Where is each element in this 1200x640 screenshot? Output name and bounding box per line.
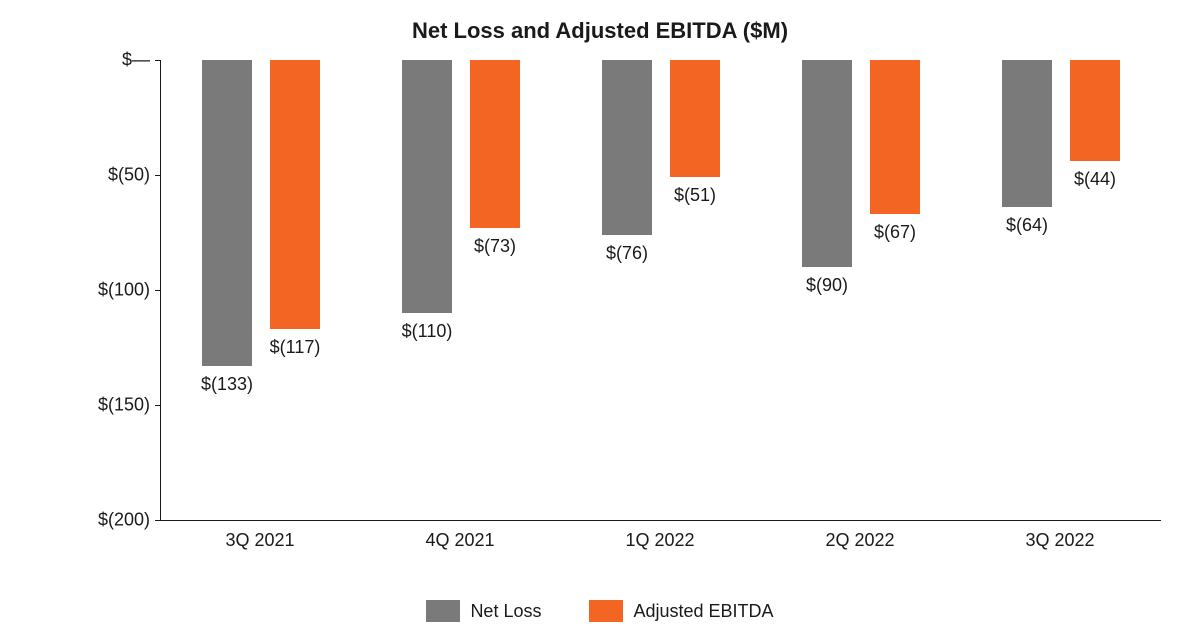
bar — [802, 60, 852, 267]
x-category-label: 3Q 2021 — [225, 530, 294, 551]
bar-value-label: $(67) — [874, 222, 916, 243]
legend-swatch-adjusted-ebitda — [589, 600, 623, 622]
plot-area: $(133) $(117) $(110) $(73) $(76) $(51) $(90) $(… — [160, 60, 1161, 521]
x-category-label: 4Q 2021 — [425, 530, 494, 551]
chart-title: Net Loss and Adjusted EBITDA ($M) — [0, 18, 1200, 44]
legend-item-net-loss: Net Loss — [426, 600, 541, 622]
bar-value-label: $(64) — [1006, 215, 1048, 236]
y-tick-label: $— — [50, 50, 150, 71]
bar — [602, 60, 652, 235]
bar — [1002, 60, 1052, 207]
bar — [1070, 60, 1120, 161]
legend: Net Loss Adjusted EBITDA — [0, 600, 1200, 622]
x-category-label: 2Q 2022 — [825, 530, 894, 551]
bar-value-label: $(76) — [606, 243, 648, 264]
legend-item-adjusted-ebitda: Adjusted EBITDA — [589, 600, 773, 622]
x-category-label: 1Q 2022 — [625, 530, 694, 551]
x-category-label: 3Q 2022 — [1025, 530, 1094, 551]
y-tick-label: $(50) — [50, 165, 150, 186]
bar — [270, 60, 320, 329]
bar — [470, 60, 520, 228]
legend-swatch-net-loss — [426, 600, 460, 622]
bar-value-label: $(90) — [806, 275, 848, 296]
legend-label-adjusted-ebitda: Adjusted EBITDA — [633, 601, 773, 622]
bar-value-label: $(117) — [270, 337, 321, 358]
bar — [402, 60, 452, 313]
y-tick-label: $(200) — [50, 510, 150, 531]
y-tick-label: $(150) — [50, 395, 150, 416]
y-tick-label: $(100) — [50, 280, 150, 301]
chart-container: Net Loss and Adjusted EBITDA ($M) $— $(50… — [0, 0, 1200, 640]
legend-label-net-loss: Net Loss — [470, 601, 541, 622]
bar-value-label: $(73) — [474, 236, 516, 257]
bar — [870, 60, 920, 214]
bar-value-label: $(133) — [201, 374, 253, 395]
bar — [202, 60, 252, 366]
bar — [670, 60, 720, 177]
bar-value-label: $(110) — [402, 321, 453, 342]
bar-value-label: $(51) — [674, 185, 716, 206]
bar-value-label: $(44) — [1074, 169, 1116, 190]
